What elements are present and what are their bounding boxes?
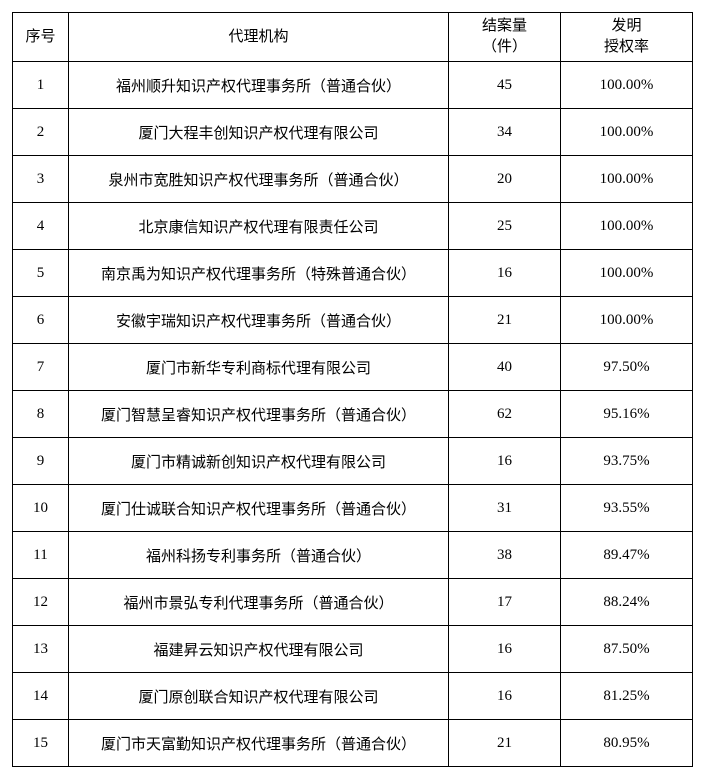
table-row: 13福建昇云知识产权代理有限公司1687.50% xyxy=(13,626,693,673)
cell-rate: 88.24% xyxy=(561,579,693,626)
cell-count: 45 xyxy=(449,62,561,109)
cell-rate: 100.00% xyxy=(561,250,693,297)
cell-seq: 6 xyxy=(13,297,69,344)
cell-rate: 95.16% xyxy=(561,391,693,438)
cell-seq: 7 xyxy=(13,344,69,391)
table-row: 8厦门智慧呈睿知识产权代理事务所（普通合伙）6295.16% xyxy=(13,391,693,438)
cell-count: 17 xyxy=(449,579,561,626)
cell-seq: 12 xyxy=(13,579,69,626)
col-header-rate: 发明授权率 xyxy=(561,13,693,62)
col-header-count: 结案量（件） xyxy=(449,13,561,62)
cell-count: 16 xyxy=(449,250,561,297)
cell-org: 厦门市精诚新创知识产权代理有限公司 xyxy=(69,438,449,485)
cell-count: 31 xyxy=(449,485,561,532)
cell-rate: 81.25% xyxy=(561,673,693,720)
table-row: 6安徽宇瑞知识产权代理事务所（普通合伙）21100.00% xyxy=(13,297,693,344)
cell-org: 厦门原创联合知识产权代理有限公司 xyxy=(69,673,449,720)
cell-org: 厦门大程丰创知识产权代理有限公司 xyxy=(69,109,449,156)
cell-seq: 13 xyxy=(13,626,69,673)
cell-rate: 100.00% xyxy=(561,109,693,156)
agency-ranking-table: 序号 代理机构 结案量（件） 发明授权率 1福州顺升知识产权代理事务所（普通合伙… xyxy=(12,12,693,767)
cell-count: 62 xyxy=(449,391,561,438)
cell-seq: 9 xyxy=(13,438,69,485)
table-header-row: 序号 代理机构 结案量（件） 发明授权率 xyxy=(13,13,693,62)
table-row: 4北京康信知识产权代理有限责任公司25100.00% xyxy=(13,203,693,250)
cell-rate: 80.95% xyxy=(561,720,693,767)
table-row: 11福州科扬专利事务所（普通合伙）3889.47% xyxy=(13,532,693,579)
cell-rate: 89.47% xyxy=(561,532,693,579)
table-row: 3泉州市宽胜知识产权代理事务所（普通合伙）20100.00% xyxy=(13,156,693,203)
table-row: 7厦门市新华专利商标代理有限公司4097.50% xyxy=(13,344,693,391)
cell-org: 厦门智慧呈睿知识产权代理事务所（普通合伙） xyxy=(69,391,449,438)
cell-count: 40 xyxy=(449,344,561,391)
cell-count: 21 xyxy=(449,297,561,344)
cell-rate: 100.00% xyxy=(561,62,693,109)
table-row: 9厦门市精诚新创知识产权代理有限公司1693.75% xyxy=(13,438,693,485)
table-body: 1福州顺升知识产权代理事务所（普通合伙）45100.00%2厦门大程丰创知识产权… xyxy=(13,62,693,767)
cell-seq: 15 xyxy=(13,720,69,767)
cell-org: 福州顺升知识产权代理事务所（普通合伙） xyxy=(69,62,449,109)
cell-org: 福建昇云知识产权代理有限公司 xyxy=(69,626,449,673)
cell-org: 泉州市宽胜知识产权代理事务所（普通合伙） xyxy=(69,156,449,203)
table-row: 10厦门仕诚联合知识产权代理事务所（普通合伙）3193.55% xyxy=(13,485,693,532)
cell-count: 38 xyxy=(449,532,561,579)
cell-seq: 2 xyxy=(13,109,69,156)
cell-rate: 93.55% xyxy=(561,485,693,532)
cell-seq: 3 xyxy=(13,156,69,203)
cell-count: 16 xyxy=(449,438,561,485)
col-header-org: 代理机构 xyxy=(69,13,449,62)
cell-org: 北京康信知识产权代理有限责任公司 xyxy=(69,203,449,250)
cell-org: 厦门仕诚联合知识产权代理事务所（普通合伙） xyxy=(69,485,449,532)
cell-seq: 1 xyxy=(13,62,69,109)
cell-count: 16 xyxy=(449,673,561,720)
cell-org: 厦门市新华专利商标代理有限公司 xyxy=(69,344,449,391)
cell-org: 安徽宇瑞知识产权代理事务所（普通合伙） xyxy=(69,297,449,344)
cell-count: 25 xyxy=(449,203,561,250)
cell-rate: 93.75% xyxy=(561,438,693,485)
table-row: 15厦门市天富勤知识产权代理事务所（普通合伙）2180.95% xyxy=(13,720,693,767)
cell-org: 厦门市天富勤知识产权代理事务所（普通合伙） xyxy=(69,720,449,767)
cell-rate: 100.00% xyxy=(561,156,693,203)
table-header: 序号 代理机构 结案量（件） 发明授权率 xyxy=(13,13,693,62)
cell-seq: 4 xyxy=(13,203,69,250)
cell-rate: 97.50% xyxy=(561,344,693,391)
cell-rate: 100.00% xyxy=(561,203,693,250)
cell-count: 20 xyxy=(449,156,561,203)
cell-seq: 14 xyxy=(13,673,69,720)
cell-rate: 100.00% xyxy=(561,297,693,344)
table-row: 5南京禹为知识产权代理事务所（特殊普通合伙）16100.00% xyxy=(13,250,693,297)
cell-seq: 10 xyxy=(13,485,69,532)
col-header-seq: 序号 xyxy=(13,13,69,62)
table-row: 14厦门原创联合知识产权代理有限公司1681.25% xyxy=(13,673,693,720)
cell-seq: 11 xyxy=(13,532,69,579)
cell-org: 南京禹为知识产权代理事务所（特殊普通合伙） xyxy=(69,250,449,297)
cell-count: 34 xyxy=(449,109,561,156)
cell-seq: 5 xyxy=(13,250,69,297)
table-row: 12福州市景弘专利代理事务所（普通合伙）1788.24% xyxy=(13,579,693,626)
cell-count: 21 xyxy=(449,720,561,767)
cell-rate: 87.50% xyxy=(561,626,693,673)
table-row: 2厦门大程丰创知识产权代理有限公司34100.00% xyxy=(13,109,693,156)
cell-org: 福州科扬专利事务所（普通合伙） xyxy=(69,532,449,579)
cell-seq: 8 xyxy=(13,391,69,438)
cell-org: 福州市景弘专利代理事务所（普通合伙） xyxy=(69,579,449,626)
table-row: 1福州顺升知识产权代理事务所（普通合伙）45100.00% xyxy=(13,62,693,109)
cell-count: 16 xyxy=(449,626,561,673)
